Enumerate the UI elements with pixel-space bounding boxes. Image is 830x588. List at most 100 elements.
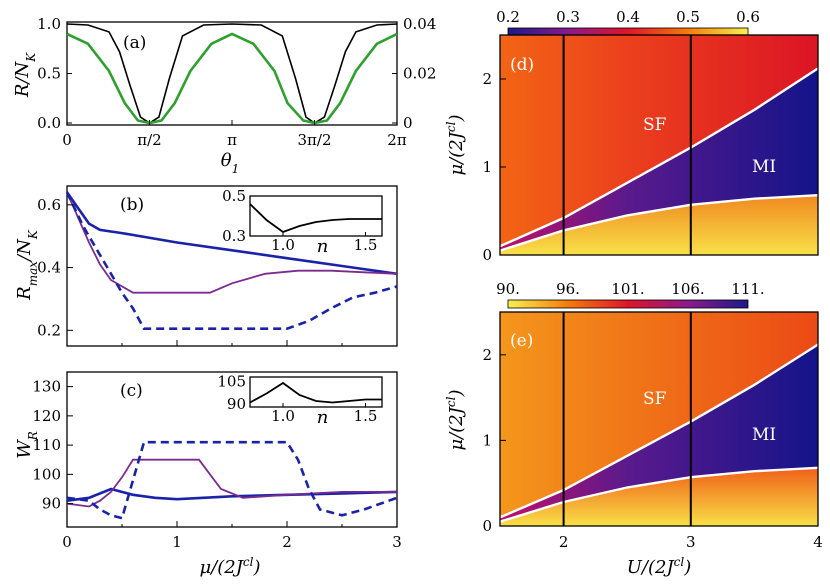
panel-e-sf-region [500, 312, 818, 518]
panel-a-x-ticks: 0 π/2 π 3π/2 2π [62, 120, 407, 149]
panel-d-bottom-region [500, 195, 818, 255]
x-tick-label: π [227, 131, 237, 149]
series-blue-dashed [66, 440, 398, 520]
colorbar-tick-label: 106. [671, 280, 704, 298]
panel-c-y-ticks: 90 100 110 120 130 [32, 378, 73, 513]
colorbar-tick-label: 0.5 [676, 8, 700, 26]
x-tick-label: 2 [282, 533, 292, 551]
inset-y-tick-label: 0.5 [222, 187, 246, 205]
series-green [66, 32, 398, 125]
y-tick-label: 130 [32, 378, 61, 396]
colorbar-tick-label: 96. [556, 280, 580, 298]
panel-b-y-ticks: 0.2 0.4 0.6 [37, 196, 73, 339]
inset-xlabel: n [317, 407, 329, 428]
panel-e-lines [499, 312, 819, 526]
series-purple [66, 458, 397, 508]
inset-x-tick-label: 1.0 [271, 407, 295, 425]
panel-c-xlabel: μ/(2Jcl) [199, 555, 260, 578]
y-tick-label: 1.0 [37, 15, 61, 33]
inset-x-tick-label: 1.0 [271, 236, 295, 254]
panel-a-series [66, 23, 398, 125]
x-tick-label: 4 [813, 533, 823, 551]
inset-y-tick-label: 105 [217, 373, 246, 391]
panel-d-mi-label: MI [752, 157, 776, 177]
y-tick-label: 2 [482, 346, 492, 364]
y-tick-label: 120 [32, 407, 61, 425]
panel-c-x-ticks: 0 1 2 3 [62, 521, 402, 551]
y-tick-label: 0 [482, 517, 492, 535]
colorbar-tick-label: 90. [496, 280, 520, 298]
panel-b-label: (b) [120, 195, 144, 215]
panel-e-mi-label: MI [752, 425, 776, 445]
inset-y-tick-label: 90 [227, 395, 246, 413]
y2-tick-label: 0.02 [403, 65, 436, 83]
y-tick-label: 0 [482, 246, 492, 264]
x-tick-label: 0 [62, 533, 72, 551]
panel-b-ylabel: Rmax/NK [14, 229, 40, 301]
panel-e-label: (e) [510, 331, 533, 351]
colorbar-tick-label: 0.4 [616, 8, 640, 26]
panel-e-x-ticks: 2 3 4 [559, 520, 823, 551]
colorbar-tick-label: 0.6 [736, 8, 760, 26]
panel-c-label: (c) [120, 381, 143, 401]
y-tick-label: 0.5 [37, 65, 61, 83]
panel-e-ylabel: μ/(2Jcl) [444, 389, 467, 450]
series-blue-dashed [65, 191, 398, 330]
y-tick-label: 100 [32, 465, 61, 483]
panel-e-colorbar [507, 299, 749, 309]
panel-d-label: (d) [510, 55, 534, 75]
panel-e-frame [499, 311, 819, 527]
x-tick-label: 2 [559, 533, 569, 551]
lower-boundary-line [499, 194, 819, 252]
panel-b-inset: 1.0 1.5 0.3 0.5 n [222, 187, 382, 257]
panel-d-heatmap [500, 35, 818, 255]
panel-c-inset: 1.0 1.5 90 105 n [217, 373, 382, 428]
x-tick-label: 3 [686, 533, 696, 551]
panel-e-bottom-region [500, 467, 818, 526]
panel-e-xlabel: U/(2Jcl) [627, 555, 692, 578]
panel-e: 90. 96. 101. 106. 111. 0 1 2 2 3 4 (e) SF MI μ/(… [444, 280, 823, 578]
y-tick-label: 1 [482, 431, 492, 449]
series-blue [65, 191, 398, 276]
panel-d-colorbar-ticks: 0.2 0.3 0.4 0.5 0.6 [496, 8, 760, 26]
y-tick-label: 110 [32, 436, 61, 454]
panel-b-x-ticks [66, 340, 398, 346]
y-tick-label: 90 [42, 495, 61, 513]
panel-d-frame [499, 34, 819, 256]
panel-e-colorbar-ticks: 90. 96. 101. 106. 111. [496, 280, 765, 298]
panel-b: (b) 0.2 0.4 0.6 1.0 1.5 0.3 0.5 n Rmax/NK [14, 185, 398, 347]
upper-boundary-line [499, 67, 819, 248]
x-tick-label: 2π [387, 131, 407, 149]
panel-e-y-ticks: 0 1 2 [482, 346, 506, 535]
x-tick-label: 3π/2 [298, 131, 332, 149]
x-tick-label: 1 [172, 533, 182, 551]
panel-d-y-ticks: 0 1 2 [482, 70, 506, 264]
y-tick-label: 2 [482, 70, 492, 88]
x-tick-label: 0 [62, 131, 72, 149]
upper-boundary-line [499, 343, 819, 519]
colorbar-tick-label: 0.2 [496, 8, 520, 26]
panel-a-xlabel: θ1 [221, 150, 239, 176]
panel-d-sf-label: SF [643, 115, 667, 135]
panel-d-x-ticks [563, 249, 819, 255]
y2-tick-label: 0 [403, 114, 413, 132]
panel-a-ylabel: R/NK [12, 52, 38, 98]
y-tick-label: 0.6 [37, 196, 61, 214]
series-black [66, 23, 398, 124]
inset-xlabel: n [317, 236, 329, 257]
y-tick-label: 1 [482, 158, 492, 176]
panel-c-series [66, 440, 398, 520]
panel-a-y-ticks: 0.0 0.5 1.0 [37, 15, 72, 132]
panel-e-heatmap [500, 312, 818, 526]
panel-d-ylabel: μ/(2Jcl) [444, 114, 467, 175]
lower-boundary-line [499, 466, 819, 523]
y2-tick-label: 0.04 [403, 15, 436, 33]
inset-x-tick-label: 1.5 [354, 236, 378, 254]
inset-y-tick-label: 0.3 [222, 227, 246, 245]
panel-a-frame [66, 21, 398, 126]
colorbar-tick-label: 101. [611, 280, 644, 298]
panel-a-label: (a) [123, 33, 146, 53]
panel-b-inset-frame [249, 195, 383, 237]
